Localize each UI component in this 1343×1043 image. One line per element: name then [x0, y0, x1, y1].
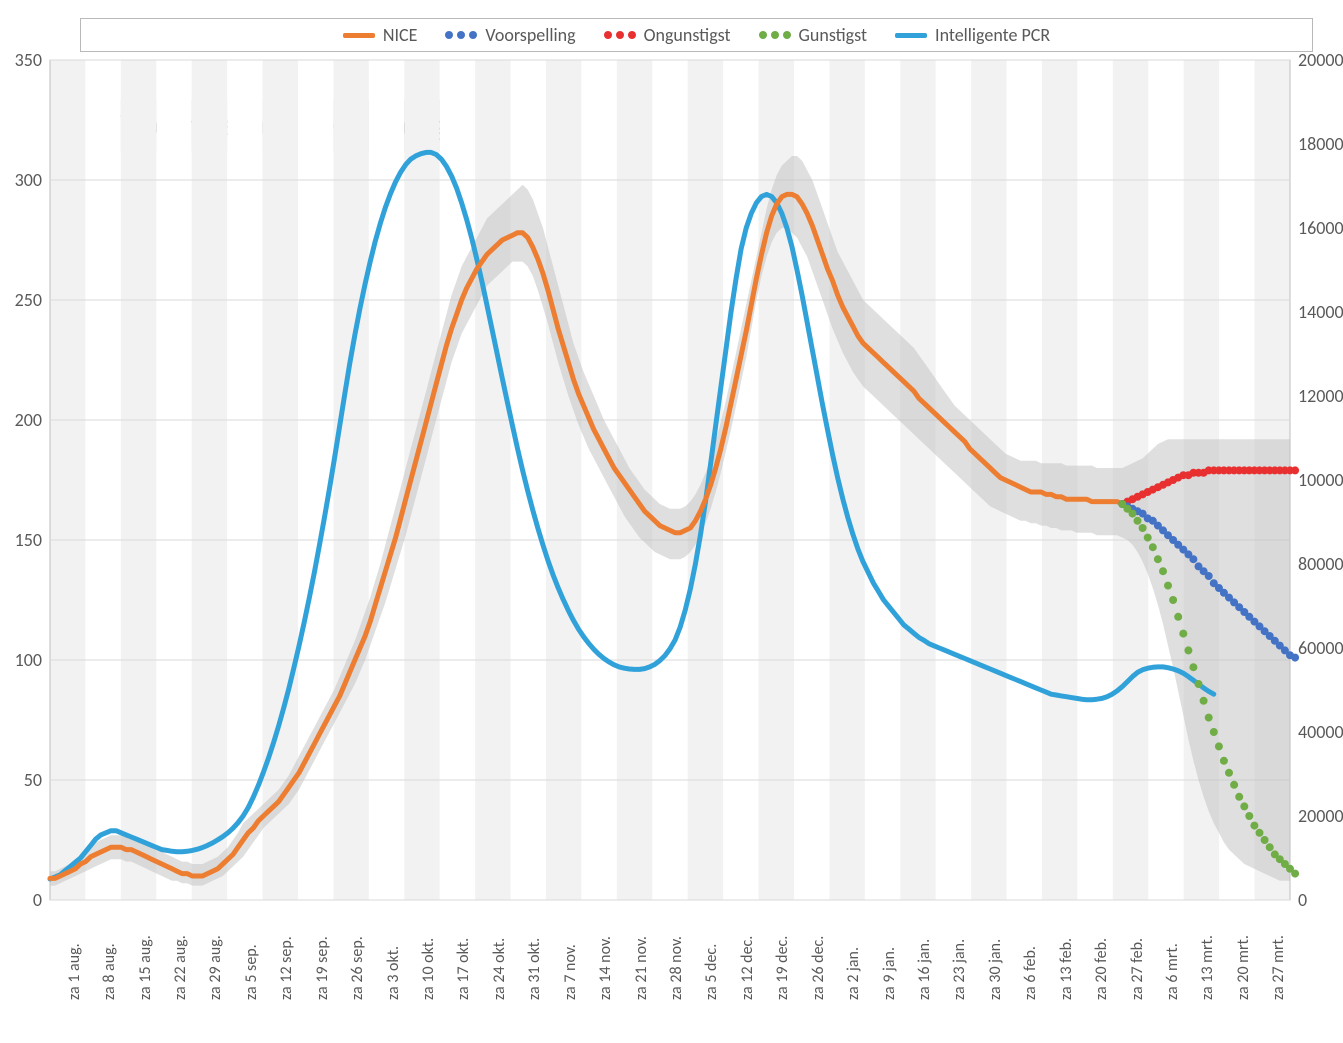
x-tick: za 15 aug.: [136, 935, 155, 1000]
x-tick: za 7 nov.: [561, 944, 580, 1000]
x-tick: za 6 feb.: [1021, 946, 1040, 1000]
x-tick: za 19 sep.: [313, 936, 332, 1000]
y-left-tick: 250: [0, 289, 42, 311]
x-tick: za 5 dec.: [702, 944, 721, 1000]
y-right-tick: 120000: [1298, 385, 1343, 407]
y-left-tick: 0: [0, 889, 42, 911]
y-right-tick: 40000: [1298, 721, 1343, 743]
x-tick: za 6 mrt.: [1163, 943, 1182, 1000]
x-tick: za 30 jan.: [986, 939, 1005, 1000]
x-tick: za 1 aug.: [65, 943, 84, 1000]
x-tick: za 3 okt.: [384, 946, 403, 1000]
x-tick: za 8 aug.: [100, 943, 119, 1000]
x-tick: za 22 aug.: [171, 935, 190, 1000]
x-tick: za 29 aug.: [206, 935, 225, 1000]
y-right-tick: 160000: [1298, 217, 1343, 239]
y-right-tick: 80000: [1298, 553, 1343, 575]
x-tick: za 20 feb.: [1092, 938, 1111, 1000]
x-tick: za 28 nov.: [667, 936, 686, 1000]
x-tick: za 24 okt.: [490, 938, 509, 1000]
x-tick: za 19 dec.: [773, 936, 792, 1000]
y-right-tick: 0: [1298, 889, 1307, 911]
y-right-tick: 140000: [1298, 301, 1343, 323]
chart-container: NICEVoorspellingOngunstigstGunstigstInte…: [0, 0, 1343, 1043]
x-tick: za 9 jan.: [880, 947, 899, 1000]
y-right-tick: 20000: [1298, 805, 1343, 827]
y-right-tick: 180000: [1298, 133, 1343, 155]
x-tick: za 26 sep.: [348, 936, 367, 1000]
y-right-tick: 100000: [1298, 469, 1343, 491]
y-left-tick: 150: [0, 529, 42, 551]
x-tick: za 16 jan.: [915, 939, 934, 1000]
x-tick: za 12 dec.: [738, 936, 757, 1000]
x-tick: za 27 mrt.: [1269, 935, 1288, 1000]
x-tick: za 2 jan.: [844, 947, 863, 1000]
y-right-tick: 200000: [1298, 49, 1343, 71]
y-left-tick: 50: [0, 769, 42, 791]
x-tick: za 13 feb.: [1057, 938, 1076, 1000]
x-tick: za 20 mrt.: [1234, 935, 1253, 1000]
chart-svg: [0, 0, 1343, 1043]
x-tick: za 13 mrt.: [1198, 935, 1217, 1000]
x-tick: za 17 okt.: [454, 938, 473, 1000]
x-tick: za 23 jan.: [950, 939, 969, 1000]
y-left-tick: 200: [0, 409, 42, 431]
y-right-tick: 60000: [1298, 637, 1343, 659]
x-tick: za 21 nov.: [632, 936, 651, 1000]
y-left-tick: 300: [0, 169, 42, 191]
y-left-tick: 350: [0, 49, 42, 71]
x-tick: za 27 feb.: [1128, 938, 1147, 1000]
x-tick: za 14 nov.: [596, 936, 615, 1000]
x-tick: za 10 okt.: [419, 938, 438, 1000]
y-left-tick: 100: [0, 649, 42, 671]
x-tick: za 26 dec.: [809, 936, 828, 1000]
x-tick: za 12 sep.: [277, 936, 296, 1000]
x-tick: za 5 sep.: [242, 944, 261, 1000]
x-tick: za 31 okt.: [525, 938, 544, 1000]
